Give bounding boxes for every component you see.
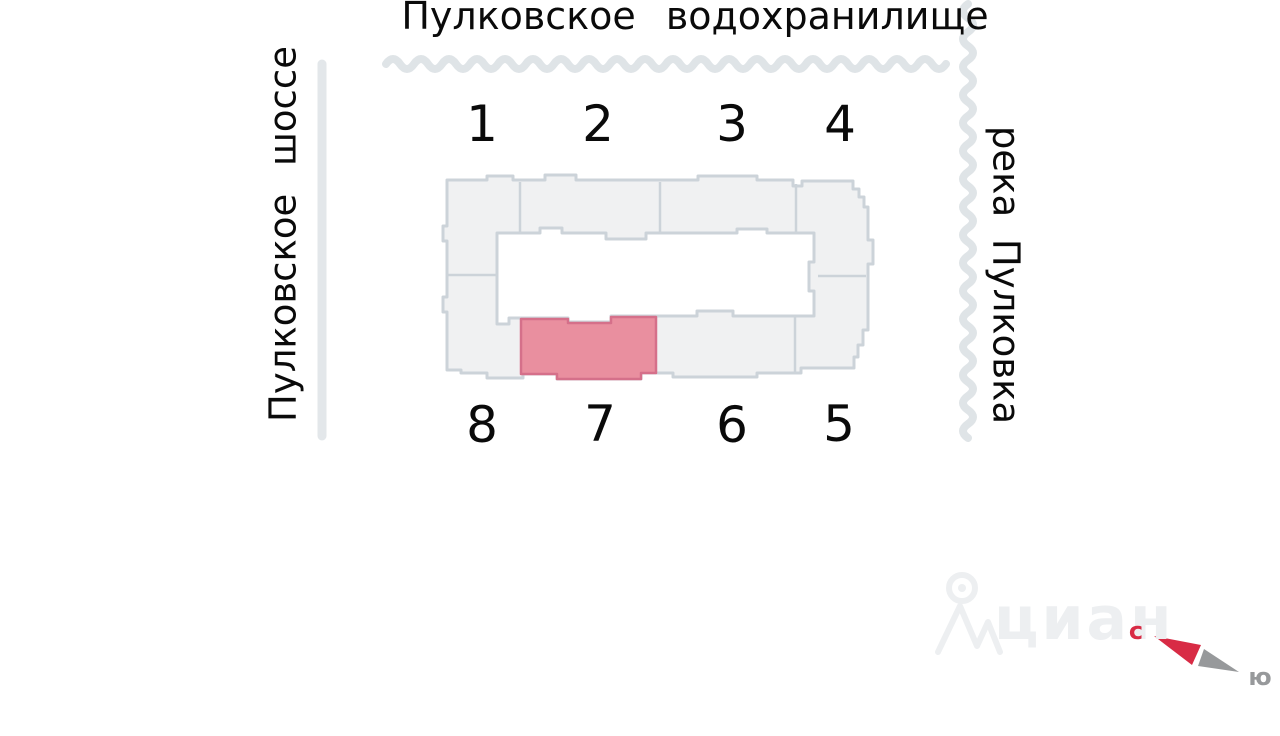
section-7-highlight[interactable] (519, 315, 658, 381)
section-number-3: 3 (716, 95, 748, 153)
river-label: река Пулковка (984, 125, 1028, 425)
section-number-5: 5 (823, 395, 855, 453)
compass-south-needle (1198, 649, 1239, 672)
compass-north-needle (1154, 636, 1201, 665)
section-number-2: 2 (582, 95, 614, 153)
compass-south-label: ю (1248, 663, 1272, 691)
reservoir-label: Пулковское водохранилище (401, 0, 989, 38)
watermark-pin-icon (935, 572, 1003, 655)
section-number-4: 4 (824, 95, 856, 153)
reservoir-wave-line (382, 55, 950, 73)
section-number-7: 7 (584, 395, 616, 453)
river-wave-line (959, 0, 977, 442)
section-number-1: 1 (466, 95, 498, 153)
compass-north-label: с (1128, 617, 1144, 645)
highway-label: Пулковское шоссе (261, 46, 305, 422)
watermark-logo-text: циан (994, 584, 1175, 654)
courtyard (495, 226, 816, 326)
section-number-6: 6 (716, 396, 748, 454)
section-number-8: 8 (466, 396, 498, 454)
